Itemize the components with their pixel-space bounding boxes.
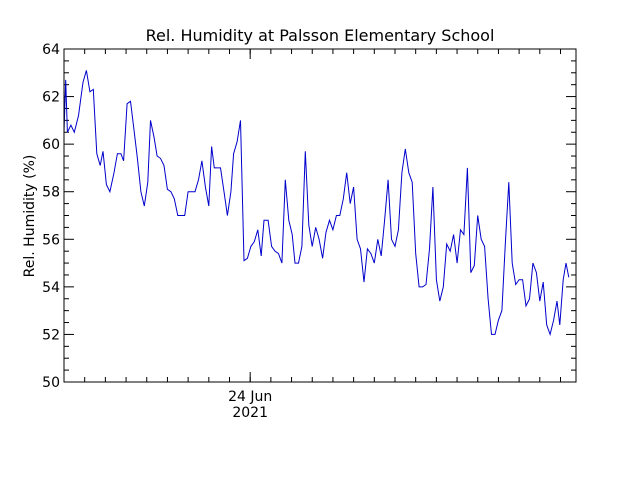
y-axis-label: Rel. Humidity (%) [22,155,38,278]
y-tick-label: 56 [42,232,60,248]
y-tick-label: 64 [42,42,60,58]
chart-title: Rel. Humidity at Palsson Elementary Scho… [146,26,495,45]
y-tick-label: 54 [42,280,60,296]
y-tick-label: 58 [42,185,60,201]
y-tick-label: 50 [42,375,60,391]
plot-frame [63,48,577,383]
x-tick-label-date: 24 Jun [228,389,272,405]
y-tick-label: 52 [42,327,60,343]
x-tick-label-year: 2021 [232,405,268,421]
series-line [63,70,570,337]
axis-ticks [63,48,576,383]
y-tick-label: 60 [42,137,60,153]
y-tick-labels: 50 52 54 56 58 60 62 64 [42,42,60,391]
y-tick-label: 62 [42,90,60,106]
y-axis-label-group: Rel. Humidity (%) [22,155,38,278]
